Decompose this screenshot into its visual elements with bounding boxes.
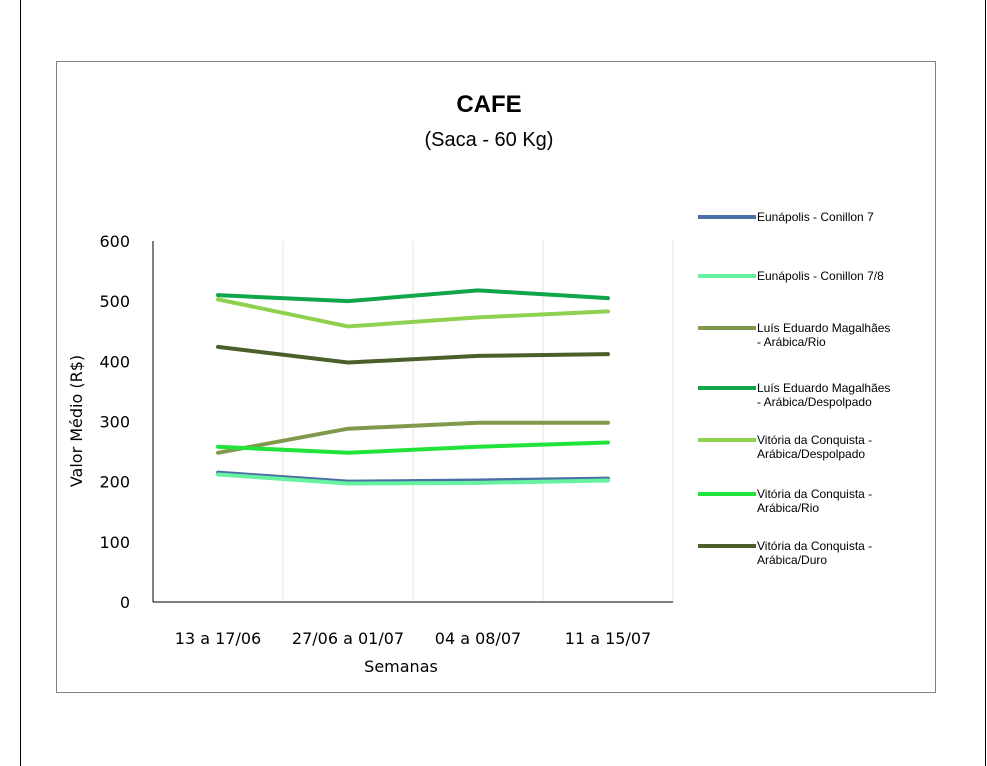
legend-item-7: Vitória da Conquista -Arábica/Duro xyxy=(698,539,872,567)
x-tick-label: 11 a 15/07 xyxy=(565,629,651,648)
page-frame xyxy=(20,0,986,766)
series-line-2 xyxy=(216,472,610,486)
chart-subtitle: (Saca - 60 Kg) xyxy=(425,129,554,151)
series-line-4 xyxy=(216,288,610,304)
legend-item-5: Vitória da Conquista -Arábica/Despolpado xyxy=(698,433,872,461)
axes xyxy=(152,241,673,603)
series-line-7 xyxy=(216,344,610,365)
y-tick-label: 400 xyxy=(99,352,130,371)
x-axis-title: Semanas xyxy=(364,657,438,676)
legend-label: Eunápolis - Conillon 7 xyxy=(757,210,874,224)
chart-svg: CAFE (Saca - 60 Kg) 0100200300400500600 … xyxy=(67,91,890,676)
x-tick-label: 13 a 17/06 xyxy=(175,629,261,648)
y-tick-label: 0 xyxy=(120,593,130,612)
legend-item-4: Luís Eduardo Magalhães- Arábica/Despolpa… xyxy=(698,381,890,409)
x-tick-labels: 13 a 17/06 27/06 a 01/07 04 a 08/07 11 a 15… xyxy=(175,629,651,648)
legend-label: - Arábica/Despolpado xyxy=(757,395,872,409)
legend-label: Vitória da Conquista - xyxy=(757,433,872,447)
chart-title: CAFE xyxy=(456,91,521,118)
series-lines xyxy=(216,288,610,486)
legend-item-3: Luís Eduardo Magalhães- Arábica/Rio xyxy=(698,321,890,349)
legend-label: Arábica/Rio xyxy=(757,501,819,515)
legend-item-6: Vitória da Conquista -Arábica/Rio xyxy=(698,487,872,515)
legend-label: Luís Eduardo Magalhães xyxy=(757,381,890,395)
y-tick-label: 100 xyxy=(99,533,130,552)
legend-label: Vitória da Conquista - xyxy=(757,487,872,501)
y-tick-label: 200 xyxy=(99,473,130,492)
y-tick-label: 600 xyxy=(99,232,130,251)
legend-label: - Arábica/Rio xyxy=(757,335,826,349)
legend-item-2: Eunápolis - Conillon 7/8 xyxy=(698,269,884,283)
legend-label: Luís Eduardo Magalhães xyxy=(757,321,890,335)
legend-item-1: Eunápolis - Conillon 7 xyxy=(698,210,874,224)
y-axis-title: Valor Médio (R$) xyxy=(67,355,86,487)
x-tick-label: 04 a 08/07 xyxy=(435,629,521,648)
chart-area: CAFE (Saca - 60 Kg) 0 100 200 300 400 500 600 … xyxy=(56,61,936,693)
y-tick-labels: 0 100 200 300 400 500 600 xyxy=(99,232,130,612)
legend: Eunápolis - Conillon 7 Eunápolis - Conill… xyxy=(698,210,890,567)
series-line-3 xyxy=(216,420,610,455)
legend-label: Vitória da Conquista - xyxy=(757,539,872,553)
legend-label: Arábica/Duro xyxy=(757,553,827,567)
y-tick-label: 300 xyxy=(99,413,130,432)
legend-label: Arábica/Despolpado xyxy=(757,447,865,461)
legend-label: Eunápolis - Conillon 7/8 xyxy=(757,269,884,283)
series-line-6 xyxy=(216,440,610,455)
y-tick-label: 500 xyxy=(99,292,130,311)
series-line-5 xyxy=(216,297,610,329)
x-tick-label: 27/06 a 01/07 xyxy=(292,629,404,648)
